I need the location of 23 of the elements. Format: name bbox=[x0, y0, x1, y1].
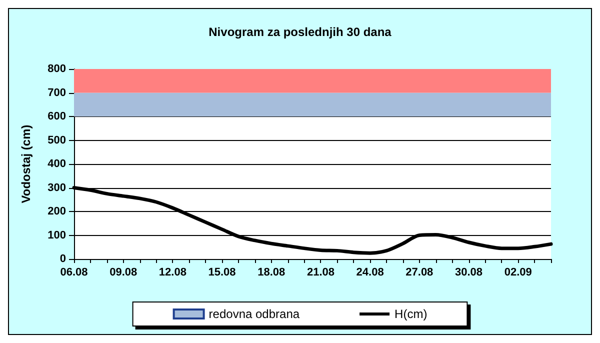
x-tick-label: 21.08 bbox=[306, 266, 334, 278]
x-tick-label: 24.08 bbox=[356, 266, 384, 278]
x-tick-label: 30.08 bbox=[454, 266, 483, 278]
x-tick-label: 12.08 bbox=[158, 266, 186, 278]
x-tick-label: 02.09 bbox=[504, 266, 532, 278]
y-tick-label: 200 bbox=[48, 206, 66, 218]
y-tick-label: 300 bbox=[48, 182, 66, 194]
x-tick-label: 27.08 bbox=[406, 266, 434, 278]
x-tick-label: 15.08 bbox=[208, 266, 236, 278]
y-tick-label: 500 bbox=[48, 134, 66, 146]
y-tick-label: 700 bbox=[48, 86, 66, 99]
x-tick-label: 06.08 bbox=[60, 266, 88, 278]
y-tick-label: 800 bbox=[48, 63, 66, 75]
x-tick-label: 18.08 bbox=[258, 266, 286, 278]
legend-label: H(cm) bbox=[394, 307, 428, 321]
y-axis-title: Vodostaj (cm) bbox=[19, 124, 33, 204]
x-tick-label: 09.08 bbox=[110, 266, 138, 278]
y-tick-label: 600 bbox=[48, 110, 66, 122]
y-tick-label: 0 bbox=[60, 253, 66, 265]
chart-title: Nivogram za poslednjih 30 dana bbox=[208, 25, 392, 39]
legend-label: redovna odbrana bbox=[208, 307, 300, 321]
y-tick-label: 400 bbox=[48, 158, 66, 170]
y-tick-label: 100 bbox=[48, 229, 66, 242]
